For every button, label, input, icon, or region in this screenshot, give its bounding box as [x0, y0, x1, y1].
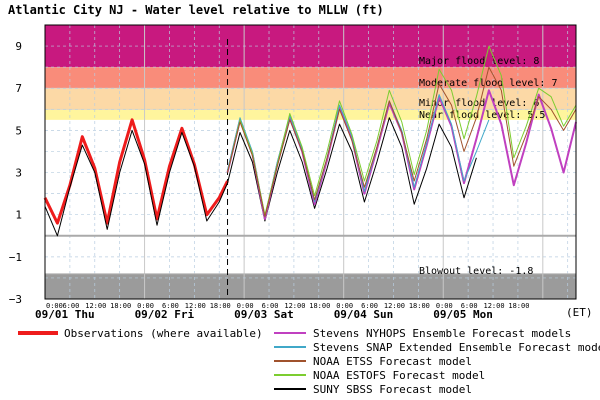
x-hour-tick-label: 18:00 — [409, 302, 430, 310]
level-label: Major flood level: 8 — [419, 56, 539, 67]
series-line-3 — [227, 66, 577, 218]
plot-frame — [44, 24, 577, 300]
level-label: Moderate flood level: 7 — [419, 78, 557, 89]
x-day-label: 09/04 Sun — [334, 308, 394, 321]
y-tick-label: 9 — [15, 40, 22, 53]
level-label: Blowout level: -1.8 — [419, 266, 533, 277]
y-tick-label: 1 — [15, 209, 22, 222]
x-hour-tick-label: 0:00 — [436, 302, 453, 310]
legend: Observations (where available) Stevens NY… — [18, 327, 600, 396]
x-hour-tick-label: 12:00 — [384, 302, 405, 310]
x-hour-tick-label: 0:00 — [137, 302, 154, 310]
y-axis: 9 7 5 3 1 −1 −3 — [9, 40, 22, 306]
timezone-label: (ET) — [566, 306, 593, 319]
x-day-label: 09/02 Fri — [135, 308, 195, 321]
grid-lines — [45, 25, 576, 299]
x-hour-tick-label: 6:00 — [62, 302, 79, 310]
series-line-0 — [43, 118, 229, 225]
x-hour-tick-label: 6:00 — [162, 302, 179, 310]
x-day-label: 09/01 Thu — [35, 308, 95, 321]
legend-label: NOAA ETSS Forecast model — [313, 355, 472, 368]
legend-label-observations: Observations (where available) — [64, 327, 263, 340]
legend-label: NOAA ESTOFS Forecast model — [313, 369, 485, 382]
legend-label: Stevens SNAP Extended Ensemble Forecast … — [313, 341, 600, 354]
x-hour-tick-label: 18:00 — [210, 302, 231, 310]
x-hour-tick-label: 12:00 — [185, 302, 206, 310]
x-hour-tick-label: 12:00 — [284, 302, 305, 310]
x-hour-tick-label: 18:00 — [508, 302, 529, 310]
level-band-3 — [45, 109, 576, 120]
y-tick-label: 7 — [15, 82, 22, 95]
x-hour-tick-label: 6:00 — [461, 302, 478, 310]
x-hour-tick-label: 0:00 — [237, 302, 254, 310]
y-tick-label: 3 — [15, 167, 22, 180]
y-tick-label: 5 — [15, 124, 22, 137]
x-day-label: 09/05 Mon — [433, 308, 493, 321]
x-hour-tick-label: 6:00 — [262, 302, 279, 310]
series-line-4 — [227, 45, 577, 216]
forecast-series — [43, 45, 577, 237]
x-hour-tick-label: 18:00 — [110, 302, 131, 310]
legend-label: SUNY SBSS Forecast model — [313, 383, 472, 396]
y-tick-label: −3 — [9, 293, 22, 306]
chart-title: Atlantic City NJ - Water level relative … — [8, 3, 384, 17]
x-day-label: 09/03 Sat — [234, 308, 294, 321]
x-hour-tick-label: 12:00 — [483, 302, 504, 310]
level-label: Minor flood level: 6 — [419, 98, 539, 109]
x-hour-tick-label: 12:00 — [85, 302, 106, 310]
y-tick-label: −1 — [9, 251, 22, 264]
level-band-4 — [45, 273, 576, 299]
x-hour-tick-label: 18:00 — [309, 302, 330, 310]
x-hour-tick-label: 0:00 — [46, 302, 63, 310]
x-hour-tick-label: 0:00 — [336, 302, 353, 310]
legend-label: Stevens NYHOPS Ensemble Forecast models — [313, 327, 571, 340]
x-axis: 0:00 6:00 12:00 18:00 0:00 6:00 12:00 18:00 0:00… — [35, 302, 593, 321]
x-hour-tick-label: 6:00 — [361, 302, 378, 310]
